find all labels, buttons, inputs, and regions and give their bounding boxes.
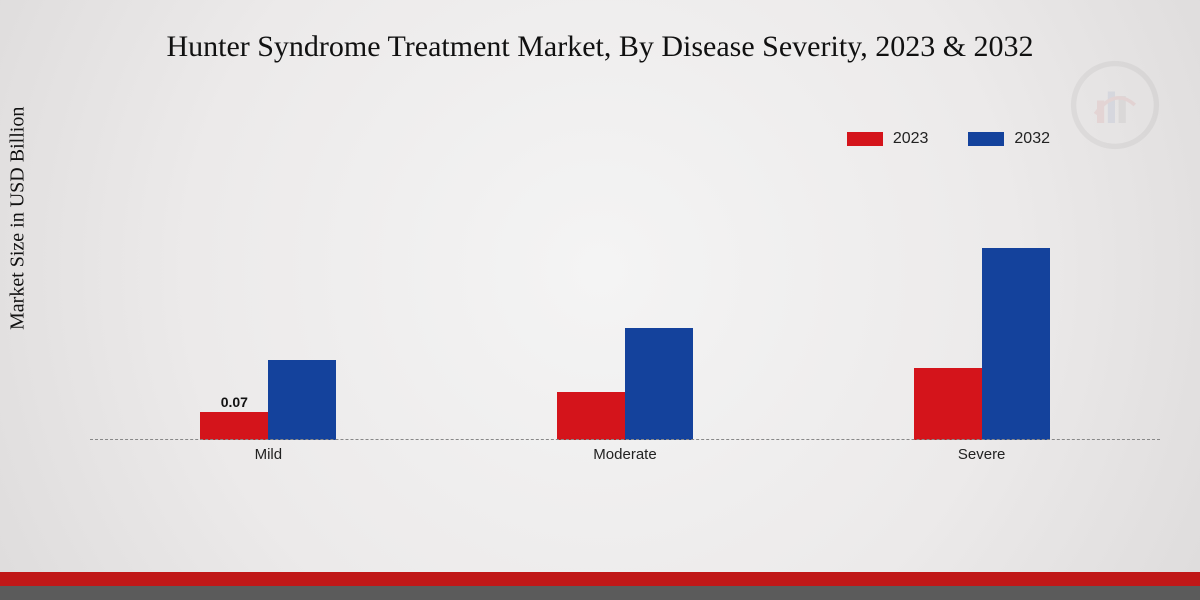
legend-item-2032: 2032: [968, 130, 1050, 148]
chart-title: Hunter Syndrome Treatment Market, By Dis…: [80, 30, 1120, 64]
legend-item-2023: 2023: [847, 130, 929, 148]
bar-value-label: 0.07: [221, 394, 248, 410]
category-label-mild: Mild: [255, 446, 283, 463]
plot-area: 0.07 Mild Moderate Severe: [90, 200, 1160, 480]
legend: 2023 2032: [847, 130, 1050, 148]
category-label-moderate: Moderate: [593, 446, 656, 463]
category-label-severe: Severe: [958, 446, 1006, 463]
group-moderate: Moderate: [525, 328, 725, 440]
footer-accent-bar: [0, 572, 1200, 600]
legend-label-2023: 2023: [893, 130, 929, 148]
bar-groups: 0.07 Mild Moderate Severe: [90, 200, 1160, 440]
legend-label-2032: 2032: [1014, 130, 1050, 148]
group-mild: 0.07 Mild: [168, 360, 368, 440]
y-axis-label: Market Size in USD Billion: [7, 107, 30, 330]
chart-canvas: Hunter Syndrome Treatment Market, By Dis…: [0, 0, 1200, 600]
legend-swatch-2032: [968, 132, 1004, 146]
bar-moderate-2032: [625, 328, 693, 440]
bar-mild-2032: [268, 360, 336, 440]
x-axis-baseline: [90, 439, 1160, 440]
legend-swatch-2023: [847, 132, 883, 146]
watermark-logo: [1070, 60, 1160, 150]
group-severe: Severe: [882, 248, 1082, 440]
bar-mild-2023: 0.07: [200, 412, 268, 440]
bar-moderate-2023: [557, 392, 625, 440]
bar-severe-2032: [982, 248, 1050, 440]
bar-severe-2023: [914, 368, 982, 440]
